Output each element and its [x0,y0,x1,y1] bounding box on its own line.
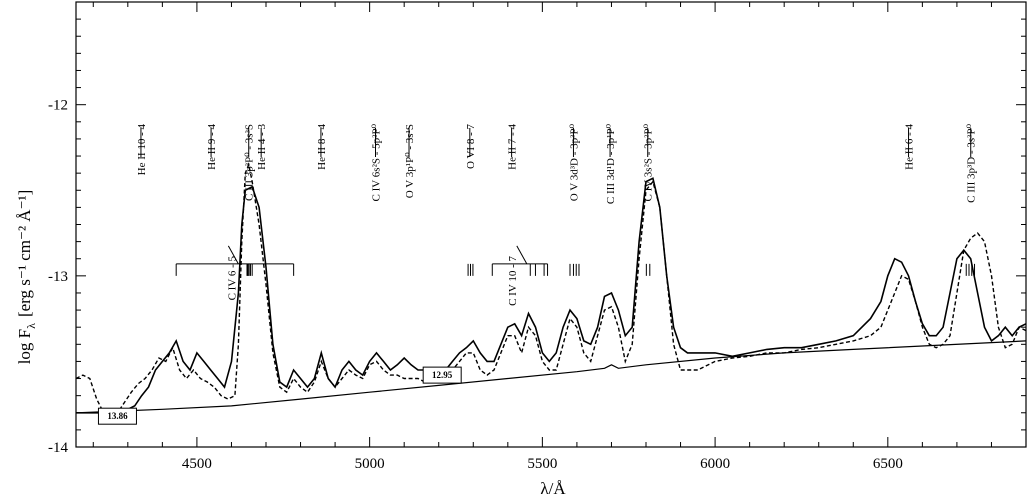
line-id: O V 3p¹P⁰ - 3s¹S [404,124,416,198]
line-id-label: C IV 10 - 7 [507,256,519,306]
line-id-label: He II 8 - 4 [316,124,328,170]
boxed-value-label: 12.95 [432,370,453,380]
line-id: C IV 10 - 7 [507,256,519,306]
series-model-dashed [75,162,1027,417]
line-id: C III 3d¹D - 3p¹P⁰ [605,123,617,204]
y-tick-label: -12 [48,98,68,114]
svg-text:log Fλ[erg s⁻¹ cm⁻² Å⁻¹]: log Fλ [erg s⁻¹ cm⁻² Å⁻¹] [15,190,38,365]
series-continuum [75,340,1027,414]
line-id-label: O VI 8 - 7 [465,124,477,170]
line-id: C III 3p³D - 3s³P⁰ [966,123,978,202]
boxed-value-label: 13.86 [107,411,128,421]
line-id-label: He II 9 - 4 [206,124,218,170]
boxed-value: 13.86 [97,407,137,425]
line-id-label: He II 6 - 4 [904,124,916,170]
line-id-label: C III 3d¹D - 3p¹P⁰ [605,123,617,204]
axis-ticks: 4500 5000 5500 6000 6500 -12 -13 -14 [48,1,1027,472]
spectra-layer [75,162,1027,417]
y-tick-label: -13 [48,269,68,285]
bracket-pointer [516,245,528,265]
line-id: He II 9 - 4 [206,124,218,170]
x-tick-label: 6000 [700,456,730,472]
line-id-label: He II 7 - 4 [507,124,519,170]
y-axis-label-sub: λ [24,323,38,329]
line-id: C IV 3s²S - 3p²P⁰ [643,123,655,201]
line-id: He II 4 - 3 [256,124,268,170]
multiplet-bracket [175,245,295,276]
bracket-pointer [227,245,239,265]
line-id: C III 3p³P⁰ - 3s³S [244,124,256,201]
line-id-label: O V 3p¹P⁰ - 3s¹S [404,124,416,198]
y-axis-label-units: [erg s⁻¹ cm⁻² Å⁻¹] [15,190,34,317]
line-id-label: C III 3p³P⁰ - 3s³S [244,124,256,201]
line-id-label: C IV 6 - 5 [226,256,238,301]
x-axis-label: λ/Å [540,479,566,498]
line-id: O VI 8 - 7 [465,124,477,170]
line-id-annotations: He II 10 - 4 He II 9 - 4 C III 3p³P⁰ - 3s³… [97,123,978,425]
line-id-label: He II 4 - 3 [256,124,268,170]
x-tick-label: 4500 [182,456,212,472]
y-axis-label: log Fλ [erg s⁻¹ cm⁻² Å⁻¹] [15,190,38,365]
line-id-label: He II 10 - 4 [136,124,148,176]
line-id-label: C IV 6s²S - 5p²P⁰ [371,123,383,201]
boxed-value-frame [97,407,137,425]
multiplet-bracket [491,245,549,276]
line-id: C IV 6s²S - 5p²P⁰ [371,123,383,201]
y-tick-label: -14 [48,440,68,456]
x-tick-label: 6500 [873,456,903,472]
line-id-label: C III 3p³D - 3s³P⁰ [966,123,978,202]
series-observed-solid [76,177,1027,414]
x-tick-label: 5000 [355,456,385,472]
line-id-label: C IV 3s²S - 3p²P⁰ [643,123,655,201]
boxed-value: 12.95 [422,366,462,384]
x-tick-label: 5500 [527,456,557,472]
y-axis-label-main: log F [15,329,34,364]
line-id: He II 7 - 4 [507,124,519,170]
boxed-value-frame [422,366,462,384]
line-id: He II 8 - 4 [316,124,328,170]
line-id-label: O V 3d³D - 3p³P⁰ [568,123,580,201]
line-id: C IV 6 - 5 [226,256,238,301]
line-id: O V 3d³D - 3p³P⁰ [568,123,580,201]
line-id: He II 6 - 4 [904,124,916,170]
line-id: He II 10 - 4 [136,124,148,176]
